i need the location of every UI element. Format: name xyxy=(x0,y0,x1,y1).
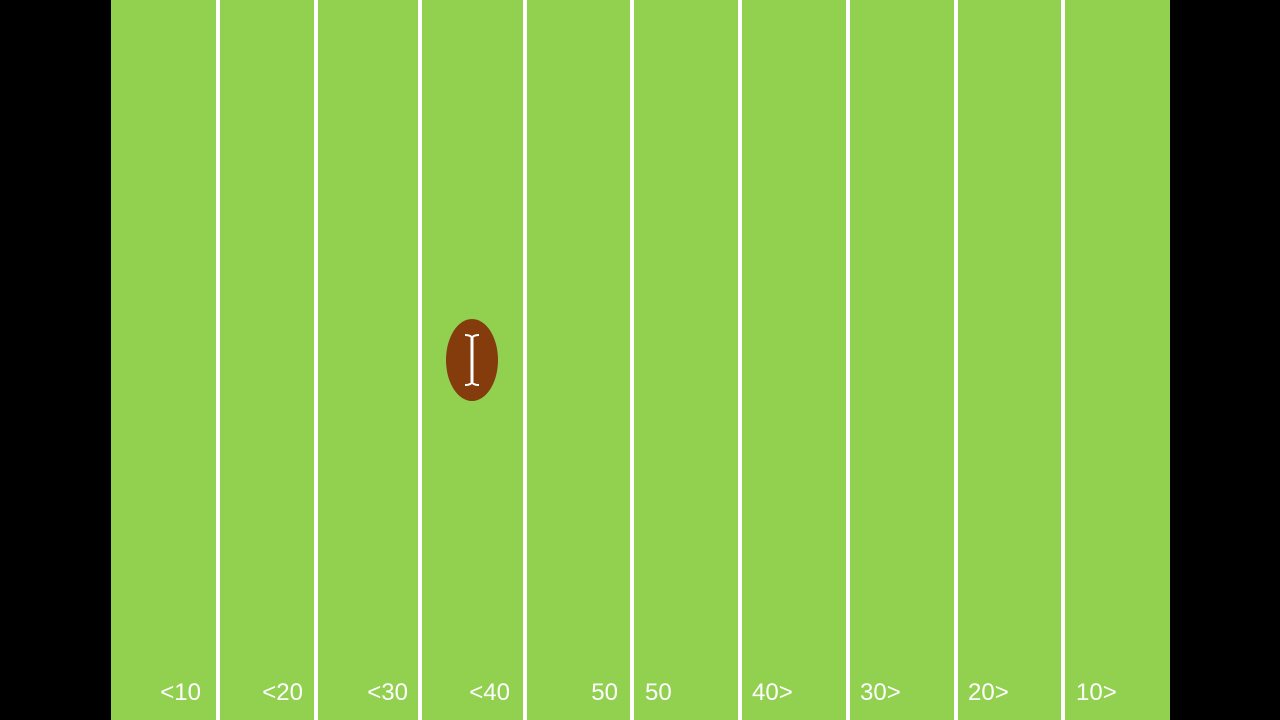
yard-label-50-right: 50 xyxy=(645,679,672,706)
yard-line-20-left xyxy=(314,0,318,720)
yard-line-50-left xyxy=(630,0,634,720)
football-field xyxy=(111,0,1170,720)
yard-label-30-right: 30> xyxy=(860,679,901,706)
yard-line-30-left xyxy=(418,0,422,720)
yard-line-20-right xyxy=(1061,0,1065,720)
yard-line-10-left xyxy=(216,0,220,720)
text-cursor-icon xyxy=(464,334,480,386)
yard-label-20-left: <20 xyxy=(262,679,303,706)
football[interactable] xyxy=(446,319,498,401)
yard-line-30-right xyxy=(954,0,958,720)
yard-label-50-left: 50 xyxy=(591,679,618,706)
yard-label-10-left: <10 xyxy=(160,679,201,706)
yard-label-30-left: <30 xyxy=(367,679,408,706)
yard-line-40-left xyxy=(523,0,527,720)
yard-label-20-right: 20> xyxy=(968,679,1009,706)
yard-label-10-right: 10> xyxy=(1076,679,1117,706)
yard-line-40-right xyxy=(846,0,850,720)
yard-label-40-left: <40 xyxy=(469,679,510,706)
yard-line-50-right xyxy=(738,0,742,720)
yard-label-40-right: 40> xyxy=(752,679,793,706)
